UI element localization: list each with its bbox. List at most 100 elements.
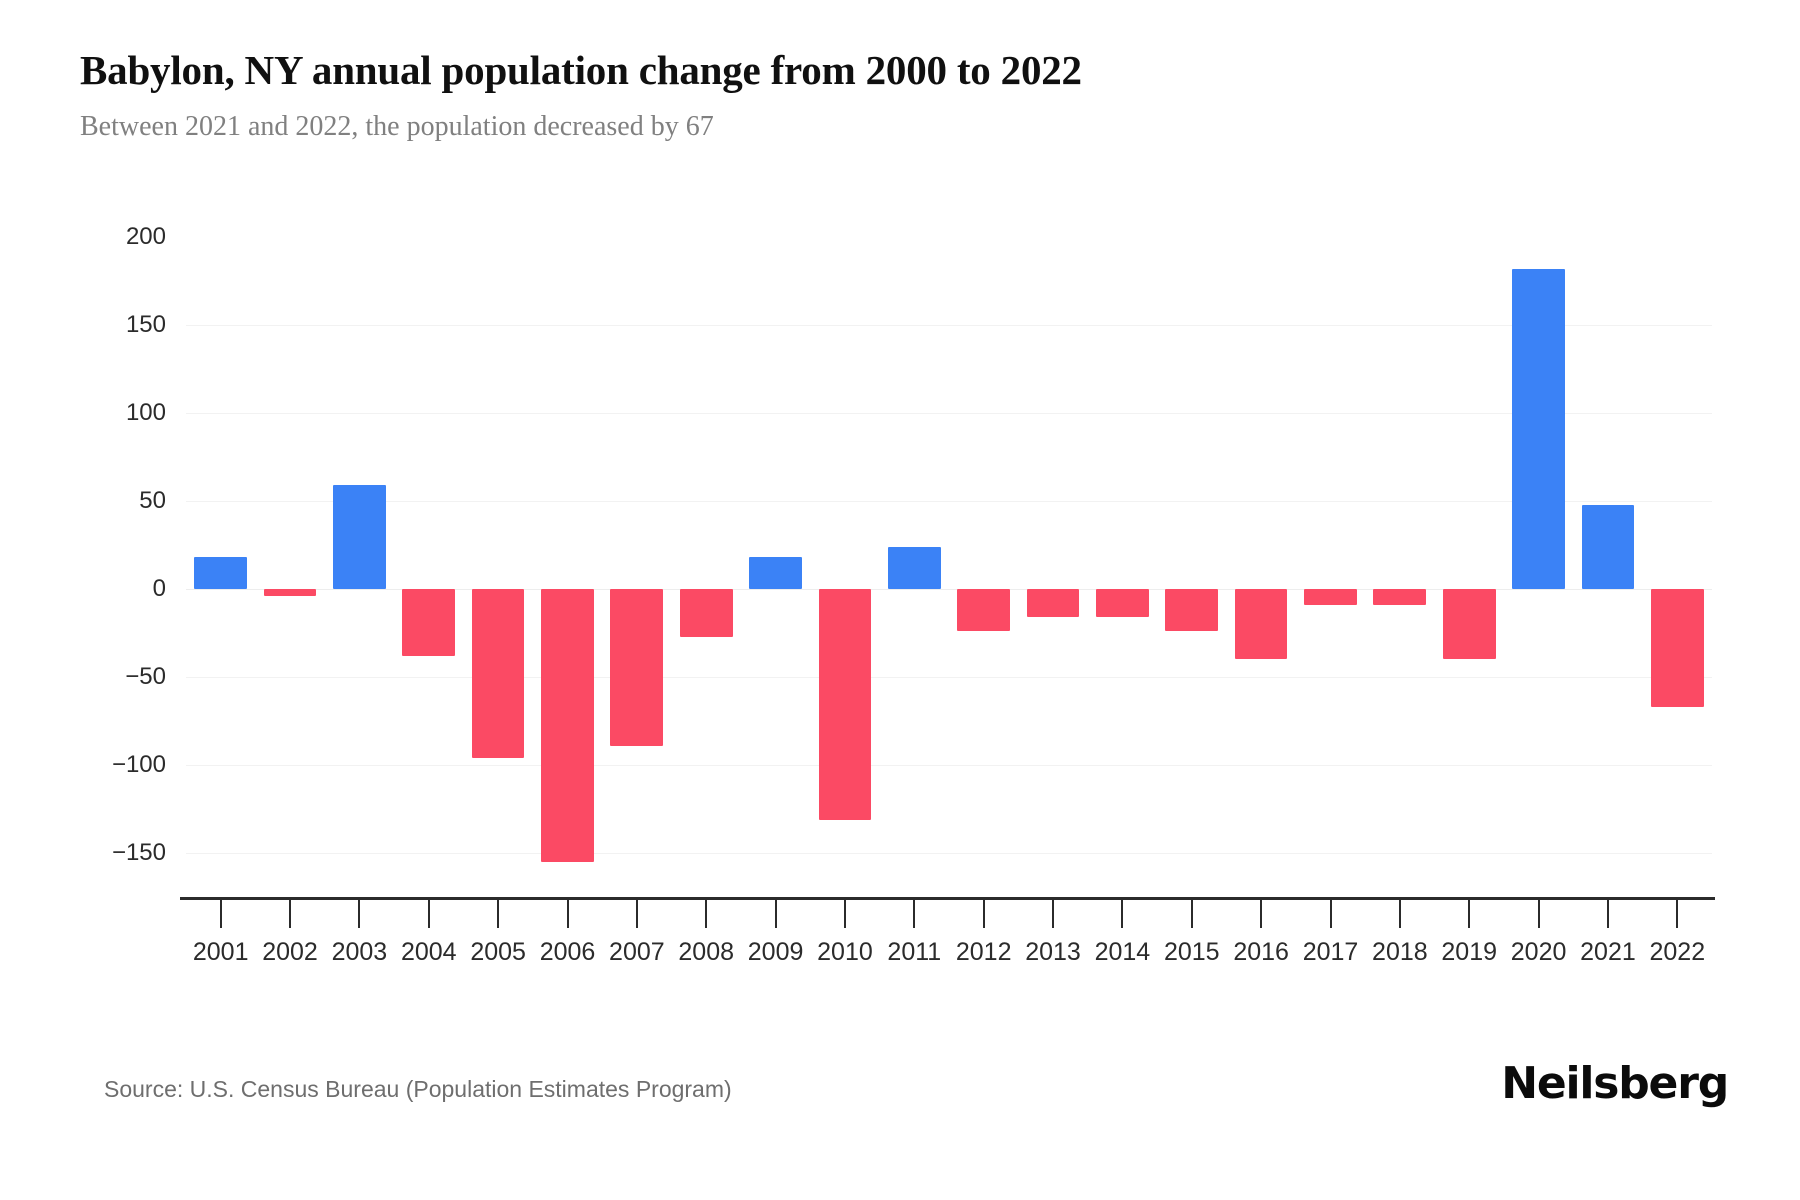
x-axis-tick-label: 2001: [192, 938, 249, 966]
bar-positive[interactable]: [194, 557, 248, 589]
bar-negative[interactable]: [263, 589, 317, 597]
gridline: [186, 501, 1712, 502]
bar-negative[interactable]: [1373, 589, 1427, 605]
x-axis-tick-label: 2020: [1510, 938, 1567, 966]
bar-negative[interactable]: [1026, 589, 1080, 618]
x-axis-tick-label: 2016: [1233, 938, 1289, 966]
x-axis-tick-label: 2006: [539, 938, 596, 966]
x-axis-tick: [843, 899, 846, 928]
bar-negative[interactable]: [541, 589, 594, 862]
bar-negative[interactable]: [402, 589, 456, 656]
bar-slot[interactable]: [1296, 237, 1365, 897]
gridline: [186, 589, 1712, 590]
bar-slot[interactable]: [394, 237, 463, 897]
bar-negative[interactable]: [818, 589, 872, 820]
x-axis-tick-label: 2022: [1649, 938, 1706, 966]
bar-negative[interactable]: [1442, 589, 1496, 660]
x-axis-tick-label: 2015: [1163, 938, 1220, 966]
bar-negative[interactable]: [1234, 589, 1288, 660]
bar-positive[interactable]: [1512, 268, 1565, 589]
chart-header: Babylon, NY annual population change fro…: [80, 47, 1720, 144]
y-axis-tick-label: −50: [125, 663, 166, 690]
x-axis-tick: [1606, 899, 1609, 928]
bar-slot[interactable]: [602, 237, 671, 897]
bar-slot[interactable]: [533, 237, 602, 897]
bar-positive[interactable]: [887, 546, 941, 589]
bar-slot[interactable]: [1365, 237, 1434, 897]
bar-slot[interactable]: [880, 237, 949, 897]
x-axis-tick: [358, 899, 361, 928]
x-axis-tick-label: 2012: [955, 938, 1012, 966]
x-axis-tick: [1052, 899, 1055, 928]
bar-series: [186, 237, 1712, 897]
bar-slot[interactable]: [186, 237, 255, 897]
x-axis-tick: [289, 899, 292, 928]
x-axis-tick-label: 2007: [609, 938, 665, 966]
x-axis-tick-label: 2004: [400, 938, 457, 966]
bar-slot[interactable]: [1573, 237, 1642, 897]
y-axis-tick-label: −150: [111, 839, 166, 866]
y-axis-tick-label: 200: [125, 223, 166, 250]
x-axis-tick-label: 2014: [1094, 938, 1151, 966]
x-axis-tick: [982, 899, 985, 928]
bar-slot[interactable]: [949, 237, 1018, 897]
x-axis-tick: [1468, 899, 1471, 928]
x-axis-tick: [1676, 899, 1679, 928]
x-axis-ticks: [186, 899, 1712, 929]
bar-negative[interactable]: [679, 589, 733, 637]
x-axis-line: [180, 897, 1715, 900]
bar-slot[interactable]: [1435, 237, 1504, 897]
gridline: [186, 853, 1712, 854]
bar-negative[interactable]: [957, 589, 1011, 632]
y-axis-tick-label: −100: [111, 751, 166, 778]
page-title: Babylon, NY annual population change fro…: [80, 47, 1082, 93]
bar-slot[interactable]: [741, 237, 810, 897]
x-axis-tick: [1260, 899, 1263, 928]
bar-slot[interactable]: [463, 237, 532, 897]
x-axis-tick-label: 2018: [1372, 938, 1428, 966]
x-axis-tick-label: 2021: [1580, 938, 1636, 966]
bar-negative[interactable]: [610, 589, 664, 746]
y-axis-tick-label: 0: [152, 575, 166, 602]
x-axis-tick: [774, 899, 777, 928]
bar-negative[interactable]: [1304, 589, 1357, 605]
bar-positive[interactable]: [749, 557, 802, 589]
x-axis-tick-label: 2009: [747, 938, 804, 966]
bar-negative[interactable]: [1096, 589, 1149, 618]
bar-positive[interactable]: [1581, 504, 1635, 589]
bar-slot[interactable]: [672, 237, 741, 897]
x-axis-tick-label: 2005: [470, 938, 526, 966]
bar-slot[interactable]: [1643, 237, 1712, 897]
bar-slot[interactable]: [255, 237, 324, 897]
x-axis-tick-label: 2003: [331, 938, 388, 966]
x-axis-tick-label: 2010: [817, 938, 873, 966]
bar-slot[interactable]: [810, 237, 879, 897]
x-axis-tick: [427, 899, 430, 928]
x-axis-tick: [1537, 899, 1540, 928]
bar-slot[interactable]: [325, 237, 394, 897]
x-axis-tick: [1190, 899, 1193, 928]
bar-negative[interactable]: [471, 589, 525, 758]
x-axis-tick-label: 2002: [262, 938, 318, 966]
bar-slot[interactable]: [1018, 237, 1087, 897]
plot-area: [186, 237, 1712, 897]
x-axis-tick-label: 2011: [887, 938, 942, 966]
x-axis-tick: [1398, 899, 1401, 928]
x-axis-tick-label: 2008: [678, 938, 735, 966]
gridline: [186, 325, 1712, 326]
x-axis-labels: 2001 2002 2003 2004 2005 2006 2007 2008 2009 2010…: [186, 938, 1712, 972]
gridline: [186, 413, 1712, 414]
bar-slot[interactable]: [1504, 237, 1573, 897]
brand-logo: Neilsberg: [1501, 1058, 1729, 1109]
x-axis-tick: [635, 899, 638, 928]
bar-positive[interactable]: [333, 485, 386, 589]
bar-negative[interactable]: [1165, 589, 1219, 632]
bar-negative[interactable]: [1650, 589, 1704, 707]
source-note: Source: U.S. Census Bureau (Population E…: [104, 1076, 732, 1102]
x-axis-tick: [497, 899, 500, 928]
bar-slot[interactable]: [1226, 237, 1295, 897]
bar-slot[interactable]: [1157, 237, 1226, 897]
bar-slot[interactable]: [1088, 237, 1157, 897]
